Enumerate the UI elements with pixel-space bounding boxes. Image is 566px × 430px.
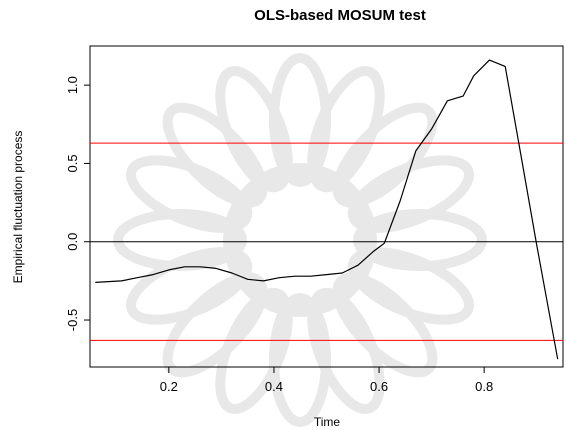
watermark-petal bbox=[347, 247, 475, 325]
watermark-petal bbox=[269, 293, 331, 427]
y-tick-label: 1.0 bbox=[65, 76, 80, 94]
y-axis: -0.5 0.0 0.5 1.0 bbox=[65, 76, 90, 331]
watermark-petal bbox=[332, 272, 438, 378]
watermark-petal bbox=[215, 65, 293, 193]
x-tick-label: 0.6 bbox=[370, 379, 388, 394]
x-tick-label: 0.8 bbox=[475, 379, 493, 394]
watermark-petal bbox=[162, 102, 268, 208]
watermark-petal bbox=[307, 65, 385, 193]
watermark-petal bbox=[332, 102, 438, 208]
watermark-petal bbox=[353, 209, 487, 271]
watermark-petal bbox=[307, 287, 385, 415]
y-tick-label: 0.0 bbox=[65, 233, 80, 251]
plot-frame bbox=[89, 45, 564, 368]
series-layer bbox=[95, 59, 559, 360]
y-axis-label: Empirical fluctuation process bbox=[11, 131, 25, 284]
watermark-petal bbox=[347, 155, 475, 233]
reference-lines bbox=[90, 142, 563, 341]
watermark-petal bbox=[113, 209, 247, 271]
watermark-ring bbox=[223, 163, 377, 317]
y-tick-label: -0.5 bbox=[65, 309, 80, 331]
watermark-petal bbox=[269, 53, 331, 187]
watermark-ornament bbox=[113, 53, 487, 427]
x-tick-label: 0.2 bbox=[160, 379, 178, 394]
watermark-petal bbox=[215, 287, 293, 415]
y-tick-label: 0.5 bbox=[65, 154, 80, 172]
watermark-petal bbox=[125, 155, 253, 233]
watermark-petal bbox=[162, 272, 268, 378]
chart-title: OLS-based MOSUM test bbox=[254, 7, 426, 24]
x-tick-label: 0.4 bbox=[265, 379, 283, 394]
watermark-petal bbox=[125, 247, 253, 325]
series-line bbox=[95, 59, 559, 360]
x-axis-label: Time bbox=[314, 415, 341, 429]
x-axis: 0.2 0.4 0.6 0.8 bbox=[160, 367, 493, 394]
